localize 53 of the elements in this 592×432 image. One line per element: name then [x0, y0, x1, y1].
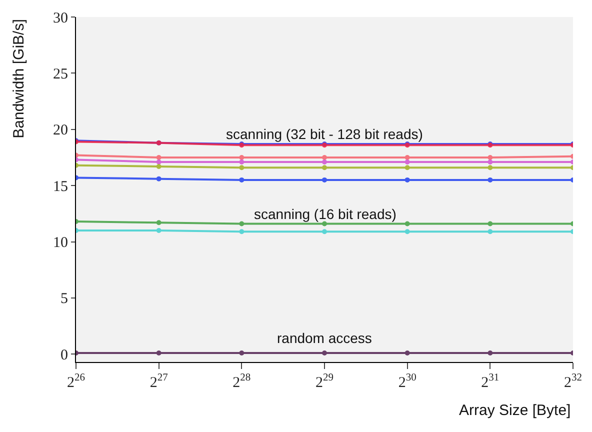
point: [322, 229, 327, 234]
y-tick-label: 0: [60, 347, 68, 364]
x-tick-label: 2$^{30}$: [398, 372, 416, 391]
y-tick-label: 15: [53, 178, 68, 195]
point: [322, 165, 327, 170]
point: [156, 350, 162, 356]
point: [488, 159, 493, 164]
point: [156, 159, 162, 164]
point: [239, 159, 244, 164]
x-tick-label: 2$^{27}$: [150, 372, 168, 391]
point: [239, 177, 244, 182]
annotation: scanning (32 bit - 128 bit reads): [226, 126, 423, 142]
point: [488, 165, 493, 170]
y-tick-label: 10: [53, 235, 68, 252]
x-tick-label: 2$^{29}$: [316, 372, 334, 391]
y-tick-label: 20: [53, 122, 68, 139]
x-tick-label: 2$^{28}$: [232, 372, 251, 391]
point: [156, 220, 162, 226]
point: [404, 350, 410, 356]
point: [322, 177, 327, 182]
point: [404, 159, 410, 164]
point: [488, 154, 493, 160]
point: [322, 154, 327, 160]
point: [488, 177, 493, 182]
point: [322, 159, 327, 164]
point: [488, 350, 493, 356]
point: [488, 221, 493, 226]
annotation: scanning (16 bit reads): [254, 206, 396, 222]
y-tick-label: 30: [53, 10, 68, 26]
y-tick-label: 5: [60, 291, 68, 308]
x-axis-title: Array Size [Byte]: [459, 402, 571, 419]
point: [156, 228, 162, 234]
point: [404, 229, 410, 234]
point: [239, 350, 244, 356]
y-tick-label: 25: [53, 66, 68, 82]
point: [156, 164, 162, 169]
point: [156, 176, 162, 182]
point: [488, 229, 493, 234]
point: [239, 154, 244, 160]
point: [322, 350, 327, 356]
point: [404, 221, 410, 226]
point: [156, 154, 162, 160]
x-tick-label: 2$^{32}$: [564, 372, 582, 391]
y-axis-title: Bandwidth [GiB/s]: [10, 19, 28, 138]
point: [239, 165, 244, 170]
point: [404, 165, 410, 170]
x-tick-label: 2$^{26}$: [67, 372, 85, 391]
point: [239, 221, 244, 226]
point: [404, 177, 410, 182]
annotation: random access: [277, 330, 372, 346]
x-tick-label: 2$^{31}$: [481, 372, 500, 391]
point: [404, 154, 410, 160]
point: [239, 229, 244, 234]
